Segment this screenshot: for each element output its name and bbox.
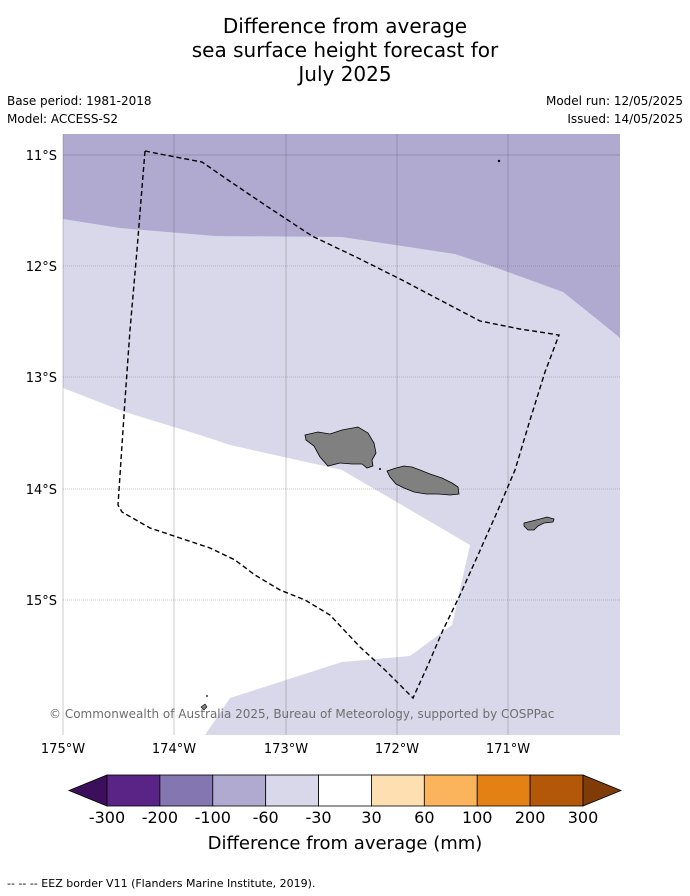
colorbar-tick-label: 200 — [514, 808, 546, 827]
copyright-text: © Commonwealth of Australia 2025, Bureau… — [49, 707, 554, 721]
issued-label: Issued: 14/05/2025 — [567, 112, 683, 126]
colorbar-segment — [265, 774, 319, 807]
colorbar-tick-label: -100 — [194, 808, 231, 827]
colorbar-tick-label: -60 — [252, 808, 279, 827]
title-line-1: Difference from average — [222, 14, 468, 38]
map-title: Difference from average sea surface heig… — [0, 14, 690, 86]
base-period-label: Base period: 1981-2018 — [7, 94, 152, 108]
lon-label-173w: 173°W — [264, 742, 308, 757]
graticule — [62, 134, 620, 735]
lat-label-12s: 12°S — [26, 260, 57, 275]
colorbar-tick-label: -200 — [141, 808, 179, 827]
colorbar-segment — [159, 774, 214, 807]
colorbar-tick-label: -30 — [305, 808, 332, 827]
lon-label-174w: 174°W — [152, 742, 196, 757]
title-line-2: sea surface height forecast for — [191, 38, 499, 62]
anomaly-band-medium — [63, 134, 620, 338]
colorbar-segment — [318, 774, 372, 807]
manono-islet — [379, 468, 381, 470]
lon-label-172w: 172°W — [375, 742, 419, 757]
tiny-southern-islet — [206, 695, 208, 697]
savaii-island — [304, 426, 377, 469]
title-line-3: July 2025 — [298, 62, 392, 86]
colorbar-extend-high — [582, 774, 623, 807]
lon-label-175w: 175°W — [41, 742, 85, 757]
colorbar-tick-label: 30 — [361, 808, 382, 827]
colorbar-tick-label: 60 — [414, 808, 435, 827]
colorbar — [67, 774, 623, 807]
lat-label-13s: 13°S — [26, 371, 57, 386]
colorbar-segment — [476, 774, 531, 807]
model-run-label: Model run: 12/05/2025 — [545, 94, 683, 108]
colorbar-segment — [371, 774, 425, 807]
lat-label-14s: 14°S — [26, 483, 57, 498]
lon-label-171w: 171°W — [486, 742, 530, 757]
colorbar-tick-label: 300 — [567, 808, 599, 827]
colorbar-label: Difference from average (mm) — [207, 833, 483, 854]
colorbar-segment — [212, 774, 267, 807]
small-southern-islet — [200, 703, 208, 711]
colorbar-segment — [106, 774, 161, 807]
lat-label-15s: 15°S — [26, 594, 57, 609]
tutuila-island — [523, 516, 555, 531]
upolu-island — [386, 465, 460, 496]
colorbar-tick-label: 100 — [461, 808, 493, 827]
colorbar-extend-low — [67, 774, 108, 807]
model-label: Model: ACCESS-S2 — [7, 112, 119, 126]
eez-border — [117, 150, 560, 700]
eez-footnote: -- -- -- EEZ border V11 (Flanders Marine… — [7, 877, 316, 890]
swains-island — [497, 159, 501, 163]
colorbar-tick-label: -300 — [88, 808, 126, 827]
colorbar-segment — [423, 774, 478, 807]
colorbar-segment — [529, 774, 584, 807]
lat-label-11s: 11°S — [26, 149, 57, 164]
